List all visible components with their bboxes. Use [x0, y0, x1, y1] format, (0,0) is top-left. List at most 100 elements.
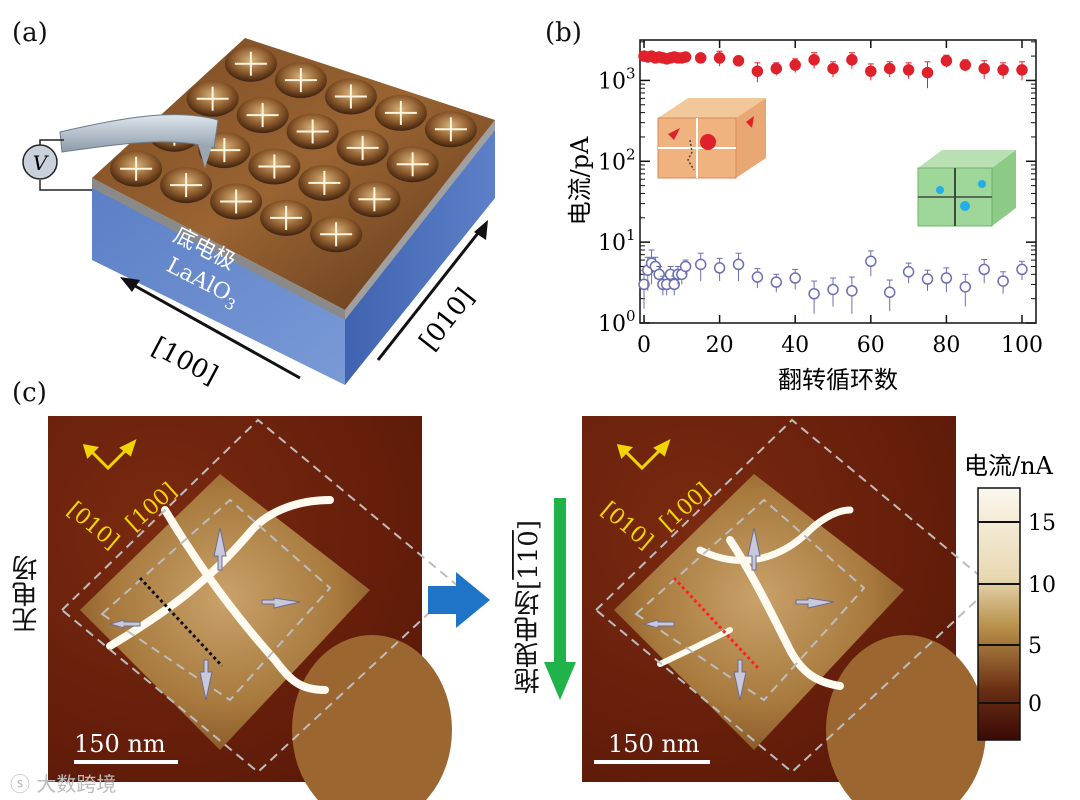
no-field-label: 无电场: [12, 555, 42, 633]
data-point: [921, 273, 934, 285]
y-tick-label: 101: [598, 226, 636, 256]
data-point: [789, 272, 801, 284]
polarization-arrows-right: [642, 527, 835, 701]
ferroelectric-island-right: [614, 474, 904, 750]
line-profile-black: [138, 576, 224, 668]
process-arrows: [428, 498, 576, 700]
x-tick-label: 100: [1001, 333, 1043, 358]
data-point: [997, 64, 1009, 76]
line-profile-red: [672, 576, 760, 670]
x-tick-label: 0: [637, 333, 651, 358]
direction-label-010: [010]: [414, 283, 481, 357]
neighbor-island: [292, 635, 452, 800]
data-point: [827, 62, 839, 75]
data-point: [679, 51, 692, 63]
voltmeter-icon: [22, 144, 58, 180]
y-tick-label: 102: [598, 145, 636, 175]
panel-label-c: (c): [12, 378, 47, 408]
data-point: [959, 59, 972, 71]
substrate-right-face: [345, 128, 495, 385]
substrate-front-face: [92, 185, 345, 385]
x-tick-label: 80: [932, 333, 960, 358]
data-point: [902, 64, 915, 76]
series-high-current: [638, 50, 1028, 89]
data-point: [1016, 64, 1028, 76]
data-point: [940, 272, 953, 284]
colorbar-title: 电流/nA: [964, 452, 1054, 480]
domain-wall-b: [161, 506, 329, 694]
domain-wall-c: [726, 536, 844, 690]
data-point: [668, 278, 680, 291]
y-tick-label: 100: [598, 307, 636, 337]
colorbar-tick-15: 15: [1028, 511, 1056, 536]
afm-image-with-field: [010] [100] 150 nm 电流/nA 15 10 5 0: [582, 416, 1056, 800]
domain-wall-d: [696, 506, 854, 564]
colorbar-tick-5: 5: [1028, 634, 1042, 659]
polarization-arrows: [108, 527, 301, 701]
data-point: [959, 281, 972, 293]
electric-field-arrow-head: [544, 662, 576, 700]
direction-arrow-100: [127, 280, 301, 380]
data-point: [997, 275, 1009, 287]
direction-label-100: [100]: [147, 332, 223, 391]
data-point: [732, 258, 745, 271]
data-point: [846, 54, 858, 66]
data-point: [713, 52, 726, 64]
watermark: ⓢ 大数跨境: [10, 772, 117, 796]
inset-low-current-cube: [917, 150, 1016, 227]
data-point: [694, 52, 707, 64]
data-point: [827, 283, 839, 296]
data-point: [978, 263, 990, 276]
data-point: [770, 276, 783, 288]
colorbar-tick-10: 10: [1028, 573, 1056, 598]
inner-dashed-outline: [100, 498, 332, 702]
orientation-arrows-left: [82, 439, 137, 471]
direction-arrow-010: [376, 227, 484, 361]
data-point: [653, 268, 665, 281]
colorbar-tick-0: 0: [1028, 692, 1042, 717]
x-tick-label: 20: [706, 333, 734, 358]
inset-high-current-cube: [657, 98, 766, 179]
data-point: [732, 55, 745, 67]
domain-wall-a: [106, 496, 334, 650]
data-point: [865, 65, 877, 77]
data-point: [679, 260, 692, 273]
afm-probe-cantilever: [59, 114, 219, 153]
scale-bar-label-right: 150 nm: [608, 730, 700, 758]
x-tick-label: 60: [857, 333, 885, 358]
data-point: [883, 286, 896, 299]
data-point: [638, 278, 650, 291]
x-tick-label: 40: [781, 333, 809, 358]
data-point: [751, 65, 764, 77]
watermark-logo-icon: ⓢ: [10, 772, 37, 796]
orientation-arrows-right: [616, 439, 671, 471]
afm-image-no-field: [010] [100] 150 nm: [48, 416, 460, 800]
data-point: [940, 55, 953, 67]
bottom-electrode-layer: [92, 178, 345, 320]
voltmeter-label: V: [33, 151, 50, 175]
panel-label-b: (b): [545, 18, 582, 48]
data-point: [1016, 263, 1028, 276]
data-point: [789, 59, 801, 71]
scale-bar-label-left: 150 nm: [74, 730, 166, 758]
data-point: [808, 288, 820, 300]
afm-3d-schematic: V 底电极 LaAlO3 [100] [010]: [22, 38, 495, 391]
electric-field-arrow-shaft: [554, 498, 566, 668]
x-axis-label: 翻转循环数: [778, 366, 898, 394]
y-axis-label: 电流/pA: [566, 136, 594, 225]
current-vs-cycles-chart: 0 20 40 60 80 100 100 101 102 103 电流/pA 翻转循环数: [566, 39, 1043, 394]
data-point: [751, 271, 764, 283]
transition-arrow: [428, 572, 490, 628]
panel-label-a: (a): [12, 18, 48, 48]
chart-axes: 0 20 40 60 80 100 100 101 102 103: [598, 40, 1043, 358]
data-point: [694, 258, 707, 271]
data-point: [846, 285, 858, 297]
data-point: [808, 54, 820, 66]
data-point: [770, 62, 783, 75]
series-low-current: [638, 249, 1028, 314]
afm-probe-tip: [198, 144, 212, 168]
colorbar: [977, 487, 1021, 741]
data-point: [921, 66, 934, 79]
data-point: [713, 262, 726, 274]
ferroelectric-island: [80, 474, 370, 750]
